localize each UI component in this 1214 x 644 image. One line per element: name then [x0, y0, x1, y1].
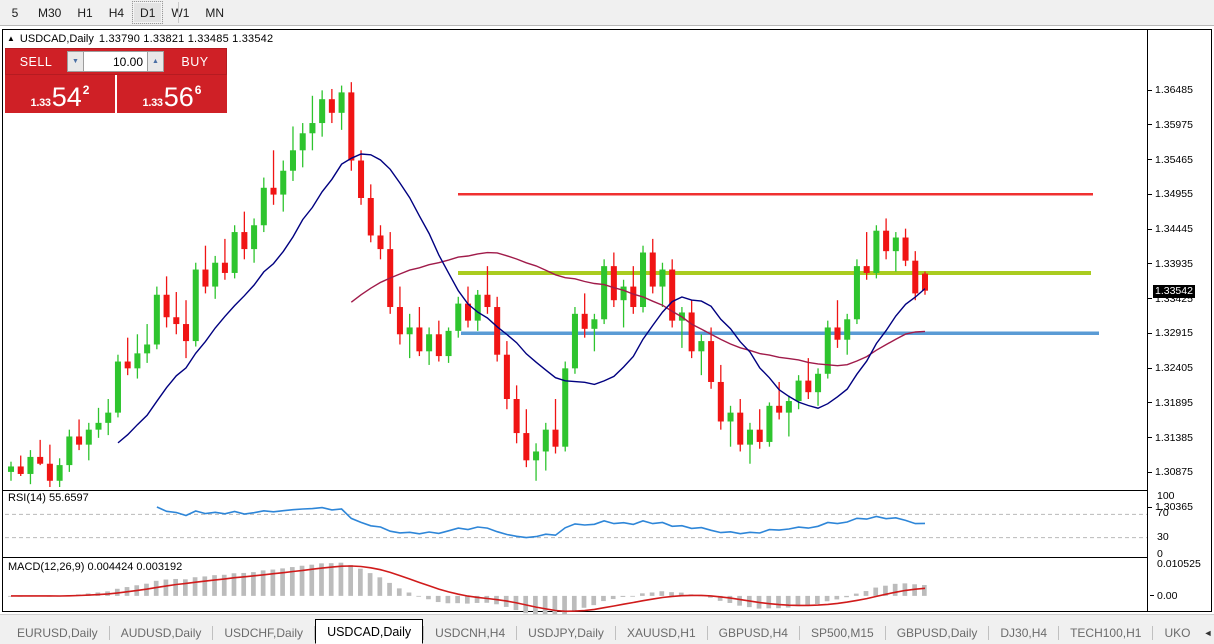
buy-price-base: 1.33	[142, 97, 164, 109]
timeframe-button-m30[interactable]: M30	[38, 5, 62, 20]
price-tick: 1.31385	[1148, 432, 1193, 444]
chart-symbol-header: ▲ USDCAD,Daily 1.33790 1.33821 1.33485 1…	[7, 31, 273, 46]
tab-divider	[706, 626, 708, 640]
macd-label: MACD(12,26,9) 0.004424 0.003192	[8, 561, 183, 573]
timeframe-toolbar: 5 M30 H1 H4 D1 W1 MN	[0, 0, 1214, 26]
price-tick: 1.34445	[1148, 223, 1193, 235]
volume-decrease-icon[interactable]: ▼	[67, 51, 84, 72]
trade-panel-quotes: 1.33 54 2 1.33 56 6	[5, 75, 227, 113]
chart-symbol-name: USDCAD,Daily	[19, 32, 94, 45]
symbol-tab-gbpusd-h4[interactable]: GBPUSD,H4	[718, 626, 788, 640]
timeframe-button-mn[interactable]: MN	[205, 5, 225, 20]
price-tick: 1.36485	[1148, 84, 1193, 96]
macd-canvas	[7, 562, 927, 617]
price-scale-axis[interactable]: 1.36485 1.35975 1.35465 1.34955 1.34445 1.339…	[1147, 30, 1211, 624]
buy-button[interactable]: 1.33 56 6	[117, 75, 227, 113]
symbol-tab-sp500-m15[interactable]: SP500,M15	[810, 626, 874, 640]
price-tick: 1.30365	[1148, 501, 1193, 513]
price-tick: 1.35465	[1148, 154, 1193, 166]
tab-divider	[1152, 626, 1154, 640]
price-tick: 1.35975	[1148, 119, 1193, 131]
macd-tick: 0.00	[1150, 590, 1177, 602]
tab-divider	[423, 626, 425, 640]
tab-divider	[1058, 626, 1060, 640]
macd-tick: 0.010525	[1157, 558, 1201, 570]
tab-divider	[614, 626, 616, 640]
timeframe-button-h1[interactable]: H1	[77, 5, 93, 20]
buy-price-fraction: 6	[194, 83, 202, 97]
timeframe-button-m5[interactable]: 5	[11, 5, 19, 20]
symbol-tab-bar[interactable]: EURUSD,Daily AUDUSD,Daily USDCHF,Daily USDC…	[0, 614, 1214, 644]
symbol-tab-xauusd-h1[interactable]: XAUUSD,H1	[626, 626, 696, 640]
timeframe-button-w1[interactable]: W1	[171, 5, 190, 20]
volume-increase-icon[interactable]: ▲	[147, 51, 164, 72]
sell-price-base: 1.33	[30, 97, 52, 109]
buy-price-big: 56	[163, 82, 194, 112]
price-tick: 1.33935	[1148, 258, 1193, 270]
sell-button[interactable]: 1.33 54 2	[5, 75, 115, 113]
timeframe-button-d1[interactable]: D1	[132, 1, 164, 24]
symbol-tab-strip: EURUSD,Daily AUDUSD,Daily USDCHF,Daily USDC…	[0, 614, 1214, 644]
symbol-tab-usdchf-daily[interactable]: USDCHF,Daily	[224, 626, 304, 640]
symbol-tab-usdcad-daily[interactable]: USDCAD,Daily	[315, 619, 424, 644]
symbol-tab-usdcnh-h4[interactable]: USDCNH,H4	[435, 626, 506, 640]
symbol-tab-gbpusd-daily[interactable]: GBPUSD,Daily	[896, 626, 978, 640]
price-tick: 1.32915	[1148, 327, 1193, 339]
chart-up-arrow-icon: ▲	[7, 33, 15, 43]
rsi-label: RSI(14) 55.6597	[8, 492, 89, 504]
tab-divider	[212, 626, 214, 640]
sell-price-big: 54	[51, 82, 82, 112]
rsi-tick: 100	[1157, 490, 1175, 502]
chart-window[interactable]: ▲ USDCAD,Daily 1.33790 1.33821 1.33485 1…	[2, 29, 1212, 639]
symbol-tab-usdjpy-daily[interactable]: USDJPY,Daily	[528, 626, 604, 640]
rsi-tick: 70	[1157, 507, 1169, 520]
rsi-indicator-pane[interactable]	[3, 490, 1149, 558]
symbol-tab-eurusd-daily[interactable]: EURUSD,Daily	[17, 626, 98, 640]
sell-price-fraction: 2	[82, 83, 90, 97]
price-tick: 1.34955	[1148, 188, 1193, 200]
tab-divider	[884, 626, 886, 640]
price-chart-canvas	[7, 82, 1099, 487]
one-click-trading-panel[interactable]: SELL ▼ 10.00 ▲ BUY 1.33 54 2 1.33 56 6	[5, 48, 227, 113]
toolbar-separator	[178, 2, 179, 23]
symbol-tab-audusd-daily[interactable]: AUDUSD,Daily	[120, 626, 202, 640]
price-tick: 1.30875	[1148, 466, 1193, 478]
volume-stepper[interactable]: ▼ 10.00 ▲	[67, 49, 164, 74]
tab-divider	[314, 626, 316, 640]
current-price-label: 1.33542	[1153, 284, 1195, 298]
symbol-tab-tech100-h1[interactable]: TECH100,H1	[1070, 626, 1142, 640]
price-chart-pane[interactable]	[3, 47, 1149, 487]
timeframe-button-h4[interactable]: H4	[108, 5, 125, 20]
timeframe-button-group: 5 M30 H1 H4 D1 W1 MN	[0, 0, 233, 25]
price-tick: 1.31895	[1148, 397, 1193, 409]
rsi-tick: 0	[1157, 548, 1163, 560]
chart-ohlc-values: 1.33790 1.33821 1.33485 1.33542	[98, 32, 274, 45]
sell-label[interactable]: SELL	[19, 54, 53, 69]
rsi-tick: 30	[1157, 530, 1169, 543]
price-tick: 1.32405	[1148, 362, 1193, 374]
tab-divider	[108, 626, 110, 640]
volume-input[interactable]: 10.00	[84, 51, 147, 72]
buy-label[interactable]: BUY	[181, 54, 209, 69]
symbol-tab-dj30-h4[interactable]: DJ30,H4	[1000, 626, 1048, 640]
tab-divider	[516, 626, 518, 640]
trade-panel-top-row: SELL ▼ 10.00 ▲ BUY	[5, 48, 227, 75]
tab-divider	[798, 626, 800, 640]
tab-scroll-left-icon[interactable]: ◄	[1203, 628, 1213, 638]
rsi-canvas	[5, 506, 1147, 539]
tab-divider	[988, 626, 990, 640]
symbol-tab-uko[interactable]: UKO	[1164, 626, 1191, 640]
